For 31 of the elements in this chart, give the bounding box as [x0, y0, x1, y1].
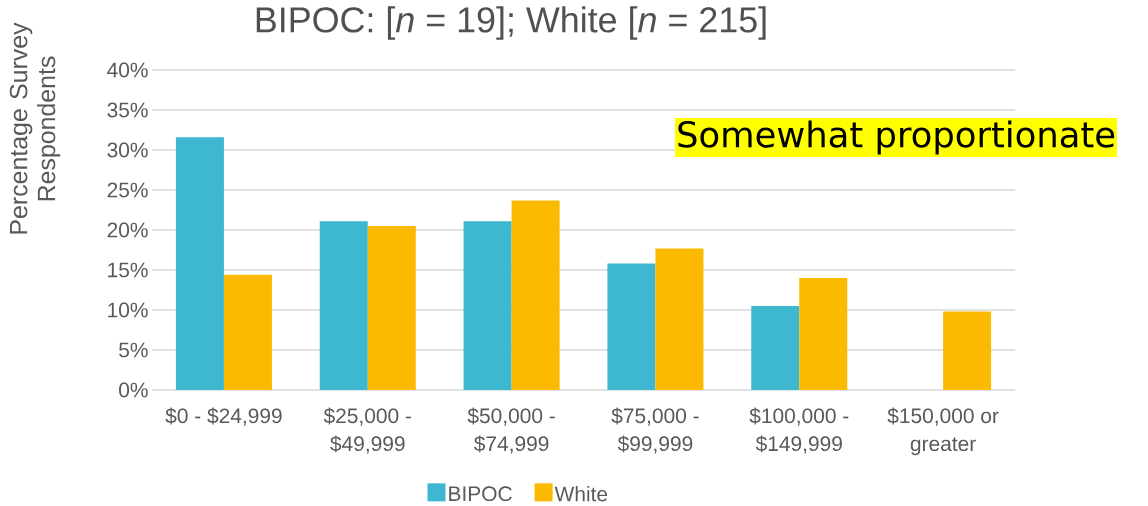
y-tick-label: 10% — [108, 302, 148, 318]
legend-label: White — [554, 486, 608, 502]
bar — [319, 221, 368, 390]
y-axis-title: Percentage Survey Respondents — [9, 22, 61, 234]
legend-label: BIPOC — [449, 486, 512, 502]
bar — [607, 263, 656, 390]
y-tick-label: 15% — [108, 262, 148, 278]
bar — [223, 274, 272, 390]
x-tick-label: $50,000 - $74,999 — [467, 407, 555, 454]
bar — [463, 221, 512, 390]
x-tick-label: $75,000 - $99,999 — [611, 407, 699, 454]
bar — [511, 200, 560, 390]
x-tick-label: $150,000 or greater — [887, 407, 999, 456]
y-tick-label: 25% — [107, 182, 148, 198]
annotation: Somewhat proportionate — [678, 120, 1115, 155]
x-tick-label: $0 - $24,999 — [165, 407, 282, 426]
x-tick-label: $25,000 - $49,999 — [323, 407, 411, 454]
bar — [175, 137, 224, 390]
y-tick-label: 0% — [119, 382, 148, 398]
bar — [655, 248, 704, 390]
bar — [799, 278, 848, 390]
y-tick-label: 5% — [119, 342, 148, 358]
chart-title: BIPOC: [n = 19]; White [n = 215] — [256, 6, 766, 40]
y-tick-label: 20% — [107, 222, 148, 238]
y-tick-label: 30% — [107, 142, 148, 158]
bar — [367, 226, 416, 390]
x-tick-label: $100,000 - $149,999 — [749, 407, 849, 454]
y-tick-label: 40% — [107, 62, 148, 78]
bar — [943, 311, 992, 390]
bar — [751, 306, 800, 390]
y-tick-label: 35% — [107, 102, 148, 118]
